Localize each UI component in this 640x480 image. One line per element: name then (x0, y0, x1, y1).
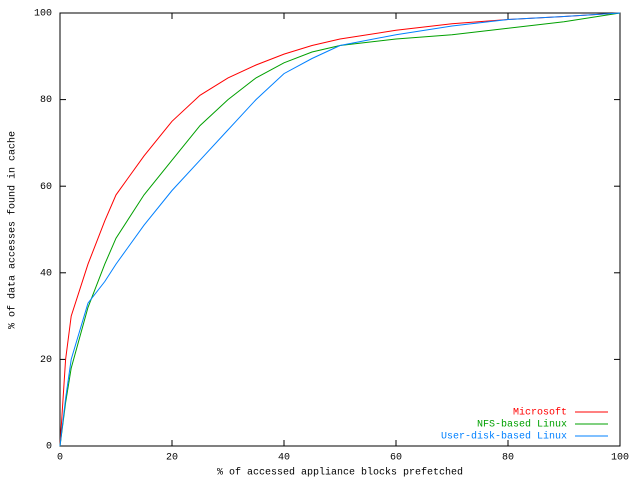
x-tick-label: 100 (611, 453, 629, 464)
y-tick-label: 20 (40, 355, 52, 366)
x-tick-label: 0 (57, 453, 63, 464)
y-axis-label: % of data accesses found in cache (7, 131, 19, 329)
legend-label: Microsoft (513, 407, 567, 419)
series-line (59, 12, 621, 447)
x-tick-label: 20 (166, 453, 178, 464)
y-tick-label: 0 (46, 442, 52, 453)
x-tick-label: 60 (390, 453, 402, 464)
legend-label: User-disk-based Linux (441, 431, 567, 443)
x-tick-label: 40 (278, 453, 290, 464)
x-tick-label: 80 (502, 453, 514, 464)
series-line (59, 12, 621, 447)
y-tick-label: 80 (40, 95, 52, 106)
x-axis-label: % of accessed appliance blocks prefetche… (217, 467, 463, 479)
y-tick-label: 40 (40, 268, 52, 279)
series-line (59, 12, 621, 447)
legend-label: NFS-based Linux (477, 419, 567, 431)
y-tick-label: 60 (40, 182, 52, 193)
plot-frame (59, 12, 621, 447)
y-tick-label: 100 (34, 9, 52, 20)
